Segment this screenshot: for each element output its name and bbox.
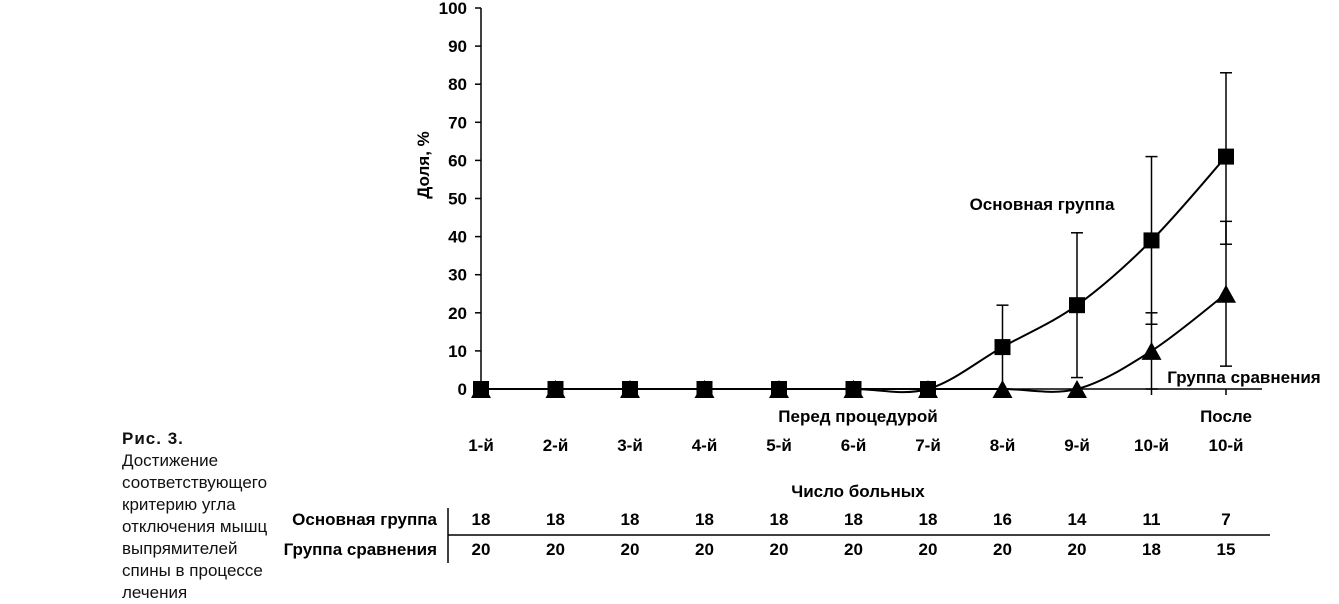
series-line-0 — [481, 155, 1227, 394]
data-markers — [471, 148, 1236, 398]
table-cell: 20 — [621, 540, 640, 559]
y-tick-label: 30 — [448, 266, 467, 285]
square-marker — [1218, 148, 1234, 165]
x-tick-label: 3-й — [617, 436, 643, 455]
y-tick-label: 100 — [439, 0, 467, 18]
table-cell: 20 — [770, 540, 789, 559]
after-label: После — [1200, 407, 1252, 426]
triangle-marker — [545, 380, 566, 398]
y-tick-label: 20 — [448, 304, 467, 323]
triangle-marker — [918, 380, 938, 398]
patients-table: Число больных Основная группа 18 18 18 18 18 18… — [284, 482, 1270, 563]
table-cell: 20 — [919, 540, 938, 559]
y-axis: 0 10 20 30 40 50 60 70 80 90 100 Доля, % — [414, 0, 482, 399]
x-tick-label: 9-й — [1064, 436, 1090, 455]
x-tick-label: 10-й — [1208, 436, 1243, 455]
table-cell: 20 — [695, 540, 714, 559]
table-cell: 18 — [472, 510, 491, 529]
triangle-marker — [1067, 380, 1087, 398]
square-marker — [1069, 297, 1085, 314]
series-lines — [481, 155, 1227, 394]
table-cell: 18 — [695, 510, 714, 529]
table-cell: 18 — [919, 510, 938, 529]
table-row-label: Группа сравнения — [284, 540, 437, 559]
y-tick-label: 10 — [448, 342, 467, 361]
y-axis-title: Доля, % — [414, 131, 433, 199]
series-label-comparison: Группа сравнения — [1167, 368, 1320, 387]
table-cell: 14 — [1068, 510, 1087, 529]
table-cell: 7 — [1221, 510, 1230, 529]
y-tick-label: 70 — [448, 113, 467, 132]
triangle-marker — [992, 380, 1013, 398]
triangle-marker — [1141, 341, 1162, 360]
x-tick-label: 7-й — [915, 436, 941, 455]
x-tick-label: 10-й — [1134, 436, 1169, 455]
y-tick-label: 50 — [448, 190, 467, 209]
triangle-marker — [620, 380, 640, 398]
y-tick-label: 0 — [458, 380, 467, 399]
y-tick-label: 40 — [448, 228, 467, 247]
table-cell: 15 — [1217, 540, 1236, 559]
series-line-1 — [481, 292, 1227, 393]
table-cell: 20 — [546, 540, 565, 559]
y-tick-label: 60 — [448, 151, 467, 170]
x-tick-label: 8-й — [990, 436, 1016, 455]
y-tick-label: 80 — [448, 75, 467, 94]
before-procedure-label: Перед процедурой — [778, 407, 937, 426]
table-cell: 20 — [844, 540, 863, 559]
error-bars — [996, 72, 1232, 390]
triangle-marker — [694, 380, 715, 398]
table-cell: 18 — [844, 510, 863, 529]
table-row-label: Основная группа — [292, 510, 437, 529]
series-label-main: Основная группа — [970, 195, 1115, 214]
table-cell: 18 — [546, 510, 565, 529]
table-cell: 20 — [993, 540, 1012, 559]
x-tick-label: 6-й — [841, 436, 867, 455]
triangle-marker — [769, 380, 789, 398]
x-tick-label: 1-й — [468, 436, 494, 455]
table-cell: 16 — [993, 510, 1012, 529]
annotations: Основная группа Группа сравнения — [970, 195, 1321, 387]
table-title: Число больных — [791, 482, 925, 501]
chart: 0 10 20 30 40 50 60 70 80 90 100 Доля, % 1-й 2-й 3-й 4… — [284, 0, 1321, 563]
triangle-marker — [843, 380, 864, 398]
caption-label: Рис. 3. — [122, 429, 184, 448]
square-marker — [1143, 232, 1160, 249]
table-cell: 20 — [472, 540, 491, 559]
table-cell: 11 — [1143, 510, 1161, 529]
table-cell: 18 — [621, 510, 640, 529]
y-tick-label: 90 — [448, 37, 467, 56]
x-axis: 1-й 2-й 3-й 4-й 5-й 6-й 7-й 8-й 9-й 10-й 10-й Перед… — [468, 388, 1262, 455]
table-cell: 20 — [1068, 540, 1087, 559]
x-tick-label: 2-й — [543, 436, 569, 455]
table-cell: 18 — [770, 510, 789, 529]
triangle-marker — [1216, 284, 1236, 303]
x-tick-label: 4-й — [692, 436, 718, 455]
triangle-marker — [471, 380, 491, 398]
square-marker — [994, 339, 1011, 356]
x-tick-label: 5-й — [766, 436, 792, 455]
table-cell: 18 — [1142, 540, 1161, 559]
